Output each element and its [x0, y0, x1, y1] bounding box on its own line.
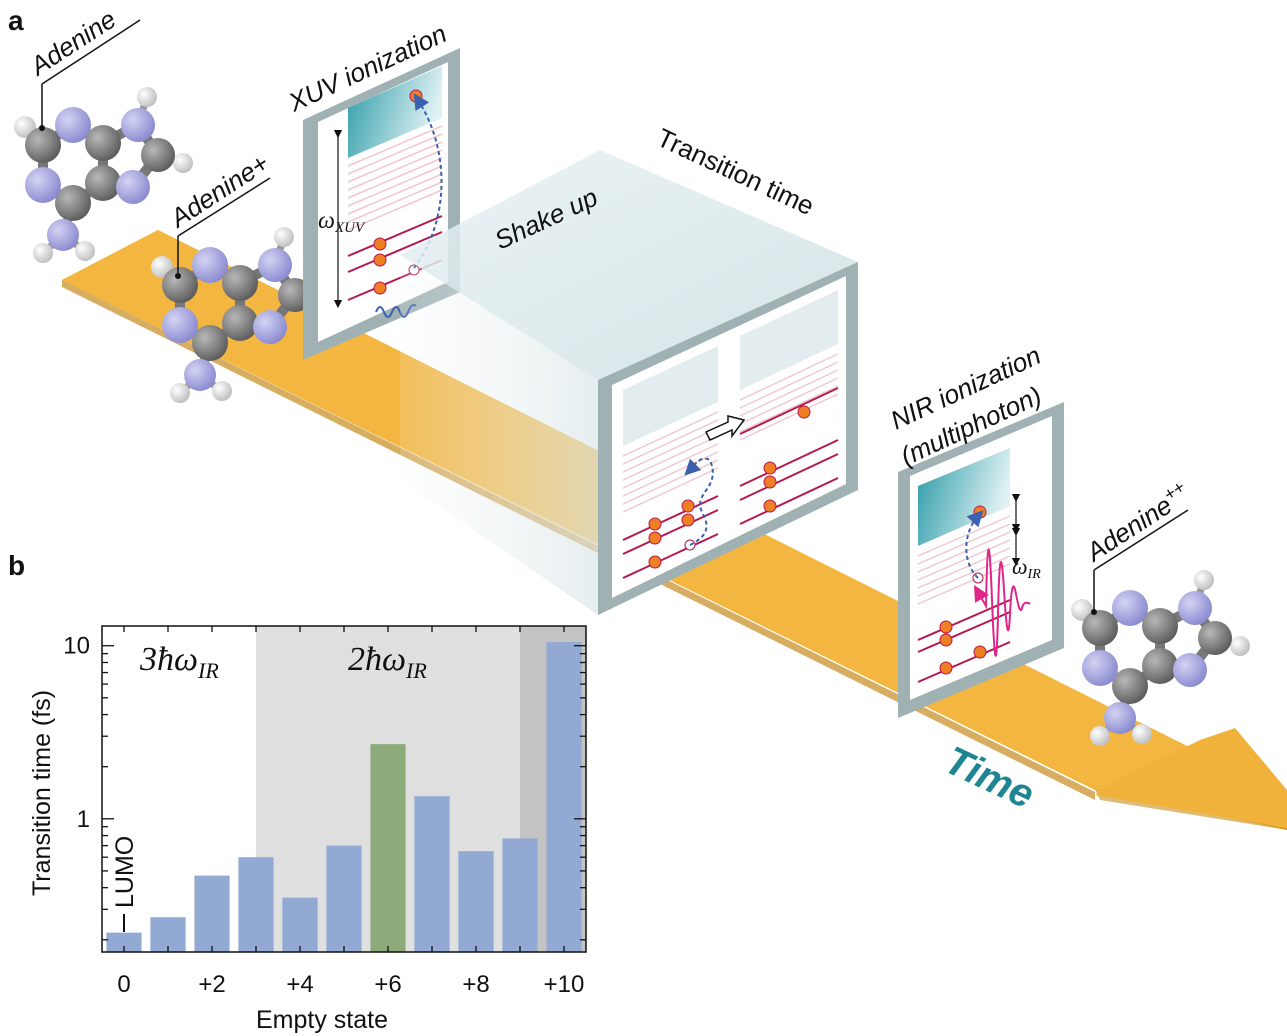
bar-+8: [458, 851, 494, 952]
bar-0: [106, 932, 142, 952]
bar-+7: [414, 796, 450, 952]
bar-+5: [326, 845, 362, 952]
x-tick-label-0: 0: [117, 971, 130, 998]
svg-text:3ħωIR: 3ħωIR: [139, 641, 219, 683]
bar-+10: [546, 642, 582, 952]
svg-text:Adenine++: Adenine++: [1078, 477, 1195, 568]
region-3hw-subscript: IR: [197, 658, 219, 683]
adenine-label: Adenine: [23, 4, 121, 82]
region-3hw-label: 3ħω: [139, 641, 198, 678]
bar-+2: [194, 875, 230, 952]
x-tick-label-+2: +2: [198, 971, 225, 998]
panel-a-letter: a: [8, 5, 24, 36]
transition-arrow-icon: [704, 415, 746, 441]
region-2hw-subscript: IR: [405, 658, 427, 683]
shake-up-dense-levels: [622, 353, 839, 513]
omega-ir-symbol: ω: [1012, 554, 1028, 579]
omega-xuv-symbol: ω: [318, 208, 335, 234]
shake-up-cube: [400, 150, 858, 615]
xuv-dense-levels: [347, 125, 443, 231]
svg-text:2ħωIR: 2ħωIR: [348, 641, 427, 683]
omega-xuv-subscript: XUV: [334, 220, 366, 236]
nir-ionization-card: ωIR: [898, 402, 1064, 718]
y-tick-label-10: 10: [63, 633, 90, 660]
lumo-label: LUMO: [111, 836, 139, 908]
shake-up-path: [684, 457, 714, 546]
bar-+4: [282, 897, 318, 952]
svg-text:ωXUV: ωXUV: [318, 208, 366, 236]
omega-ir-subscript: IR: [1027, 567, 1042, 582]
region-2hw-label: 2ħω: [348, 641, 406, 678]
ir-pulse-icon: [974, 548, 1031, 657]
bar-+9: [502, 838, 538, 952]
nir-ionization-path: [965, 510, 984, 579]
x-tick-label-+6: +6: [374, 971, 401, 998]
shake-up-occupied-levels: [622, 387, 839, 579]
x-tick-label-+8: +8: [462, 971, 489, 998]
y-tick-label-1: 1: [77, 806, 90, 833]
panel-b-letter: b: [8, 550, 25, 581]
x-axis-label: Empty state: [256, 1006, 388, 1034]
transition-time-chart: 110 0 +2 +4 +6 +8 +10 3ħωIR 2ħωIR LUMO Transi…: [28, 625, 587, 1034]
adenine-plusplus-label: Adenine: [1079, 490, 1177, 568]
x-tick-label-+10: +10: [544, 971, 585, 998]
bar-+6: [370, 744, 406, 952]
svg-text:ωIR: ωIR: [1012, 554, 1041, 582]
x-tick-label-+4: +4: [286, 971, 313, 998]
lumo-annotation: LUMO: [111, 836, 139, 932]
y-axis-label: Transition time (fs): [28, 690, 56, 896]
bar-+3: [238, 857, 274, 952]
nir-dense-levels: [917, 515, 1011, 605]
